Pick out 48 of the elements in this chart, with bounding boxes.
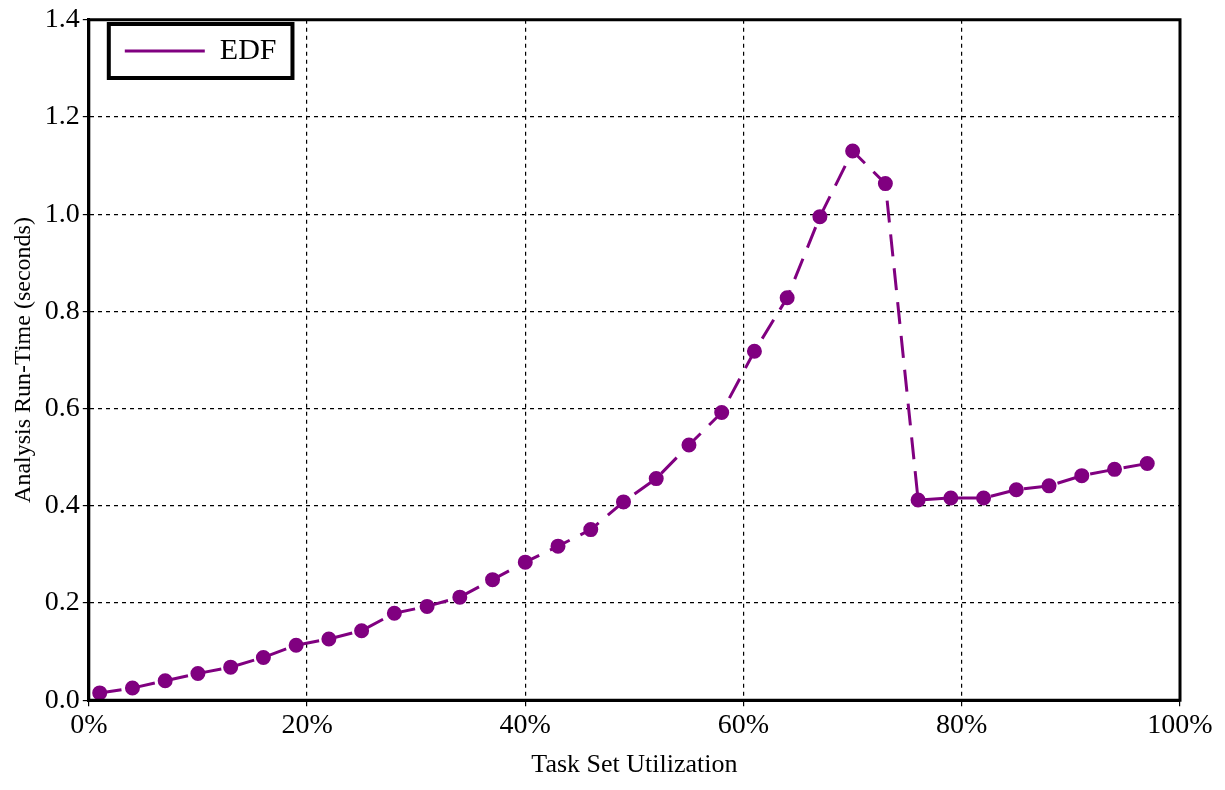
point bbox=[92, 685, 108, 701]
point bbox=[1139, 456, 1155, 472]
point bbox=[1074, 468, 1090, 484]
y-tick-label: 0.4 bbox=[44, 488, 80, 520]
point bbox=[648, 471, 664, 487]
point bbox=[550, 538, 566, 554]
point bbox=[583, 522, 599, 538]
point bbox=[157, 673, 173, 689]
point bbox=[190, 665, 206, 681]
point bbox=[255, 649, 271, 665]
y-tick-label: 1.4 bbox=[44, 2, 80, 34]
point bbox=[615, 494, 631, 510]
x-tick-label: 60% bbox=[717, 708, 770, 740]
point bbox=[877, 176, 893, 192]
point bbox=[517, 554, 533, 570]
point bbox=[419, 598, 435, 614]
point bbox=[288, 637, 304, 653]
y-tick-label: 0.8 bbox=[44, 293, 80, 325]
point bbox=[124, 680, 140, 696]
x-axis-title: Task Set Utilization bbox=[531, 749, 738, 779]
point bbox=[681, 437, 697, 453]
point bbox=[910, 492, 926, 508]
point bbox=[714, 404, 730, 420]
point bbox=[1041, 478, 1057, 494]
point bbox=[354, 623, 370, 639]
y-axis-title: Analysis Run-Time (seconds) bbox=[8, 217, 35, 503]
point bbox=[452, 589, 468, 605]
y-tick-label: 0.6 bbox=[44, 390, 80, 422]
y-tick-label: 0.2 bbox=[44, 585, 80, 617]
x-tick-label: 20% bbox=[281, 708, 333, 740]
y-tick-label: 1.2 bbox=[44, 99, 80, 131]
point bbox=[779, 290, 795, 306]
point bbox=[845, 143, 861, 159]
point bbox=[1008, 482, 1024, 498]
point bbox=[485, 572, 501, 588]
legend-label: EDF bbox=[219, 31, 277, 65]
point bbox=[976, 490, 992, 506]
point bbox=[746, 343, 762, 359]
x-tick-label: 100% bbox=[1147, 708, 1213, 740]
point bbox=[223, 659, 239, 675]
x-tick-label: 40% bbox=[499, 708, 551, 740]
point bbox=[943, 490, 959, 506]
y-tick-label: 1.0 bbox=[44, 196, 80, 228]
point bbox=[812, 209, 828, 225]
x-tick-label: 80% bbox=[936, 708, 988, 740]
point bbox=[321, 631, 337, 647]
point bbox=[1107, 461, 1123, 477]
point bbox=[386, 605, 402, 621]
